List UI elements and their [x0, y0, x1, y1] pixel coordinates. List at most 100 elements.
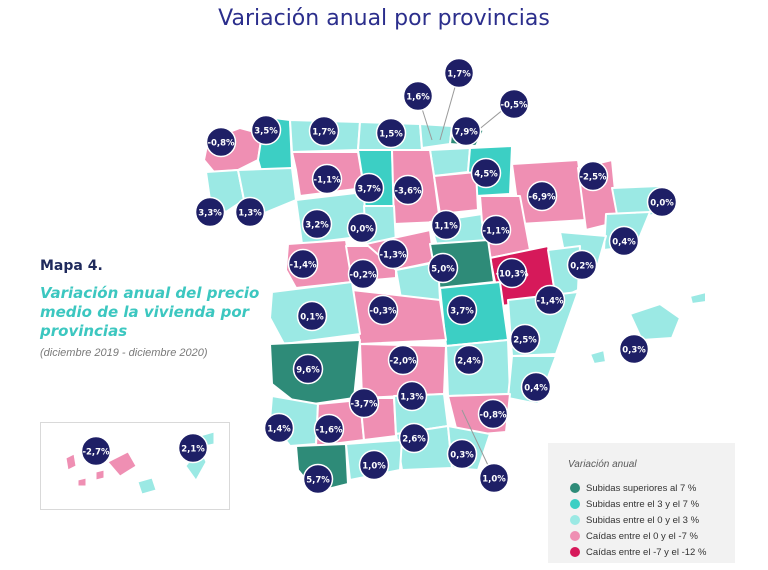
- province-value-bubble: -2,0%: [387, 344, 419, 376]
- province-value-bubble: 0,2%: [566, 249, 598, 281]
- province-value: -1,4%: [536, 297, 564, 307]
- bubble-circle: [566, 249, 598, 281]
- province-value: 1,6%: [406, 93, 430, 103]
- bubble-circle: [234, 196, 266, 228]
- bubble-circle: [470, 157, 502, 189]
- legend-item: Caídas entre el -7 y el -12 %: [570, 547, 706, 558]
- province-value: 3,3%: [198, 209, 222, 219]
- province-value: -0,2%: [349, 271, 377, 281]
- province-value: 1,5%: [379, 130, 403, 140]
- province-value: -0,5%: [500, 101, 528, 111]
- map-subtitle: Variación anual del precio medio de la v…: [40, 284, 260, 341]
- province-value-bubble: 5,7%: [302, 463, 334, 495]
- province-value-bubble: 7,9%: [450, 115, 482, 147]
- province-value: -2,7%: [82, 448, 110, 458]
- province-value-bubble: 4,5%: [470, 157, 502, 189]
- province-value: 2,1%: [181, 445, 205, 455]
- bubble-circle: [427, 252, 459, 284]
- province-value-bubble: 3,5%: [250, 114, 282, 146]
- province-value: 0,3%: [622, 346, 646, 356]
- map-number: Mapa 4.: [40, 258, 103, 274]
- bubble-circle: [367, 294, 399, 326]
- legend-item: Subidas entre el 3 y el 7 %: [570, 499, 699, 510]
- bubble-circle: [250, 114, 282, 146]
- subtitle-line: provincias: [40, 322, 128, 340]
- bubble-circle: [450, 115, 482, 147]
- province-value: -6,9%: [528, 193, 556, 203]
- bubble-circle: [358, 449, 390, 481]
- bubble-circle: [311, 163, 343, 195]
- province-value: -1,4%: [289, 261, 317, 271]
- bubble-circle: [347, 258, 379, 290]
- map-period: (diciembre 2019 - diciembre 2020): [40, 347, 208, 359]
- province-value: 9,6%: [296, 366, 320, 376]
- province-value: -1,3%: [379, 251, 407, 261]
- province-value: 3,2%: [305, 221, 329, 231]
- province-value: 1,0%: [362, 462, 386, 472]
- province-value-bubble: 1,3%: [234, 196, 266, 228]
- legend-title: Variación anual: [568, 459, 637, 470]
- legend-label: Subidas entre el 0 y el 3 %: [586, 515, 700, 526]
- bubble-circle: [263, 412, 295, 444]
- legend-label: Subidas superiores al 7 %: [586, 483, 697, 494]
- bubble-circle: [402, 80, 434, 112]
- province-value-bubble: -3,6%: [392, 174, 424, 206]
- province-value: 0,1%: [300, 313, 324, 323]
- province-value-bubble: -1,4%: [287, 248, 319, 280]
- province-value: 2,6%: [402, 435, 426, 445]
- region-ibiza: [589, 349, 607, 365]
- bubble-circle: [205, 126, 237, 158]
- bubble-circle: [480, 214, 512, 246]
- bubble-circle: [375, 117, 407, 149]
- province-value: -1,1%: [313, 176, 341, 186]
- bubble-circle: [301, 208, 333, 240]
- legend-label: Caídas entre el -7 y el -12 %: [586, 547, 707, 558]
- province-value-bubble: -0,3%: [367, 294, 399, 326]
- province-value: 0,3%: [450, 451, 474, 461]
- province-value-bubble: -2,5%: [577, 160, 609, 192]
- province-value-bubble: 1,6%: [402, 80, 434, 112]
- province-value-bubble: 2,1%: [177, 432, 209, 464]
- legend-swatch: [570, 531, 580, 542]
- province-value-bubble: 3,2%: [301, 208, 333, 240]
- province-value-bubble: -10,3%: [495, 257, 529, 289]
- province-value-bubble: -0,8%: [477, 398, 509, 430]
- bubble-circle: [498, 88, 530, 120]
- province-value-bubble: 0,4%: [608, 225, 640, 257]
- province-value: -2,5%: [579, 173, 607, 183]
- region-lapalma: [65, 453, 77, 471]
- legend-swatch: [570, 499, 580, 510]
- province-value: 1,0%: [482, 475, 506, 485]
- bubble-circle: [477, 398, 509, 430]
- bubble-circle: [446, 294, 478, 326]
- province-value-bubble: -1,6%: [313, 413, 345, 445]
- province-value: 0,4%: [524, 384, 548, 394]
- province-value-bubble: 2,5%: [509, 323, 541, 355]
- bubble-circle: [387, 344, 419, 376]
- province-value-bubble: 1,7%: [308, 115, 340, 147]
- province-value-bubble: 0,3%: [446, 438, 478, 470]
- bubble-circle: [453, 344, 485, 376]
- bubble-circle: [520, 371, 552, 403]
- province-value: -10,3%: [495, 270, 528, 280]
- page-title: Variación anual por provincias: [218, 6, 550, 31]
- bubble-circle: [646, 186, 678, 218]
- province-value: -3,6%: [394, 187, 422, 197]
- bubble-circle: [496, 257, 528, 289]
- province-value-bubble: 1,5%: [375, 117, 407, 149]
- province-value-bubble: -3,7%: [348, 387, 380, 419]
- bubble-circle: [509, 323, 541, 355]
- province-value: -0,8%: [479, 411, 507, 421]
- province-value-bubble: 1,3%: [396, 380, 428, 412]
- bubble-circle: [377, 238, 409, 270]
- legend-label: Subidas entre el 3 y el 7 %: [586, 499, 700, 510]
- province-value-bubble: 3,7%: [446, 294, 478, 326]
- bubble-circle: [353, 172, 385, 204]
- province-value: 3,7%: [357, 185, 381, 195]
- subtitle-line: medio de la vivienda por: [40, 303, 250, 321]
- bubble-circle: [302, 463, 334, 495]
- province-value: -0,8%: [207, 139, 235, 149]
- province-value-bubble: 0,1%: [296, 300, 328, 332]
- province-value-bubble: 3,7%: [353, 172, 385, 204]
- province-value: 1,4%: [267, 425, 291, 435]
